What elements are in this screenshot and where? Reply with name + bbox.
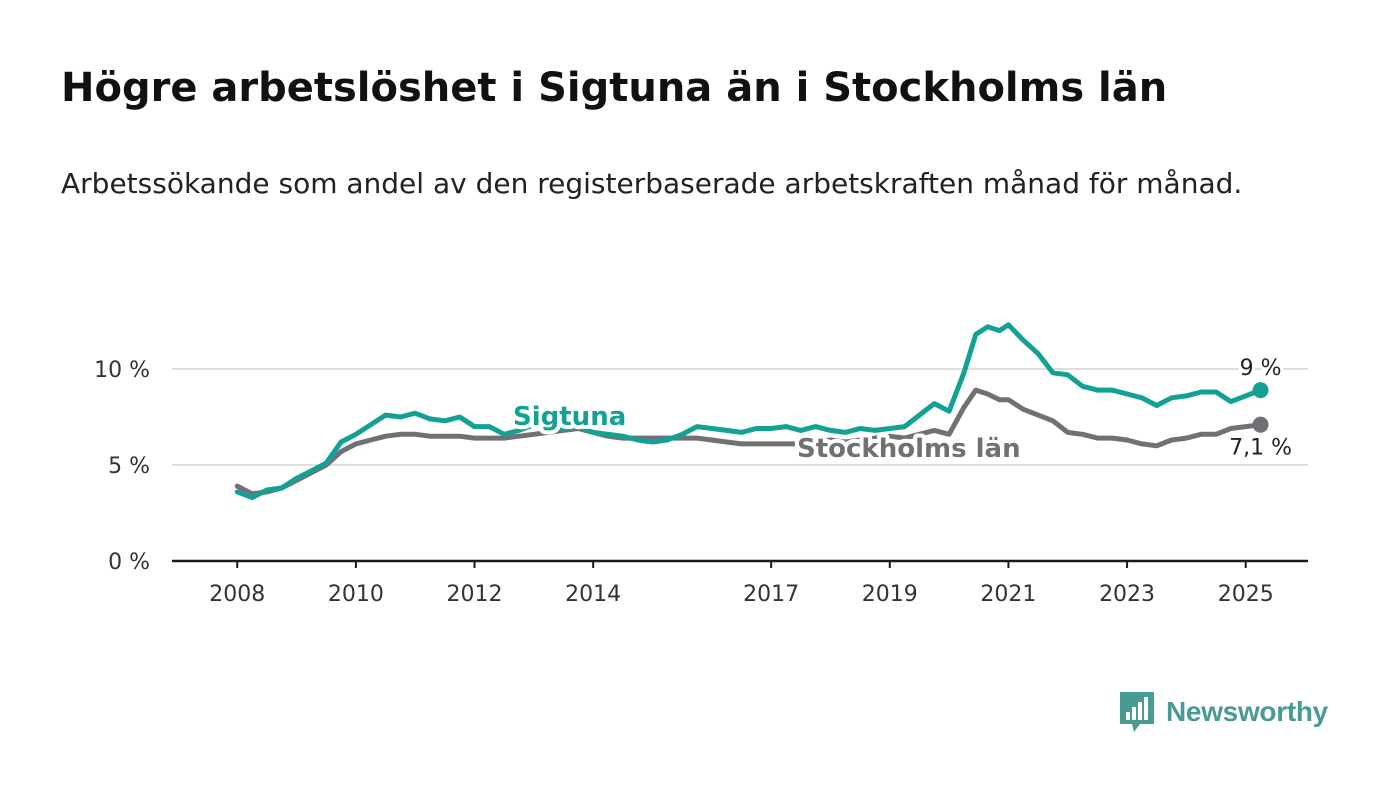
x-tick-label: 2010	[328, 582, 384, 607]
series-lines	[234, 322, 1269, 501]
x-tick-label: 2014	[565, 582, 621, 607]
x-tick-label: 2021	[980, 582, 1036, 607]
series-name-label: Sigtuna	[513, 402, 626, 432]
series-end-value-label: 7,1 %	[1229, 436, 1292, 461]
series-line-stockholms-lan	[234, 387, 1263, 497]
series-name-label: Stockholms län	[797, 434, 1021, 464]
x-tick-label: 2023	[1099, 582, 1155, 607]
series-end-point	[1252, 416, 1269, 433]
series-end-value-label: 9 %	[1240, 356, 1282, 381]
chart-title: Högre arbetslöshet i Sigtuna än i Stockh…	[61, 65, 1168, 111]
series-end-point	[1252, 382, 1269, 399]
series-labels: Sigtuna Stockholms län 9 % 7,1 %	[509, 353, 1295, 468]
logo-text: Newsworthy	[1166, 696, 1328, 727]
y-tick-label: 0 %	[108, 550, 150, 575]
y-tick-label: 5 %	[108, 454, 150, 479]
series-line-sigtuna	[234, 322, 1263, 501]
bar-chart-speech-bubble-icon	[1120, 692, 1154, 732]
x-tick-label: 2008	[209, 582, 265, 607]
newsworthy-logo: Newsworthy	[1118, 690, 1328, 734]
axis-ticks: 0 % 5 % 10 % 2008 2010 2012 2014 2017 2019 2021 20…	[94, 358, 1274, 607]
x-tick-label: 2017	[743, 582, 799, 607]
x-tick-label: 2019	[862, 582, 918, 607]
x-tick-label: 2012	[447, 582, 503, 607]
chart-subtitle: Arbetssökande som andel av den registerb…	[61, 167, 1243, 200]
x-tick-label: 2025	[1218, 582, 1274, 607]
gridlines	[172, 368, 1308, 563]
y-tick-label: 10 %	[94, 358, 150, 383]
